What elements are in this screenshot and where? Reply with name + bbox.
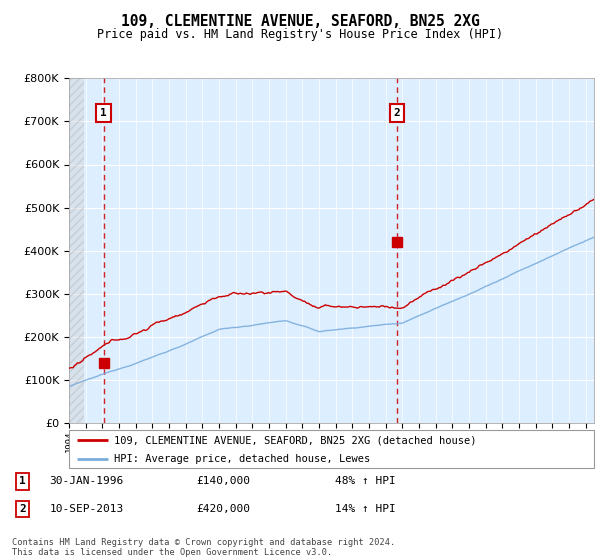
Text: 48% ↑ HPI: 48% ↑ HPI (335, 476, 395, 486)
Text: 14% ↑ HPI: 14% ↑ HPI (335, 504, 395, 514)
FancyBboxPatch shape (69, 430, 594, 468)
Text: 1: 1 (19, 476, 26, 486)
Text: Contains HM Land Registry data © Crown copyright and database right 2024.
This d: Contains HM Land Registry data © Crown c… (12, 538, 395, 557)
Text: 10-SEP-2013: 10-SEP-2013 (49, 504, 124, 514)
Text: 109, CLEMENTINE AVENUE, SEAFORD, BN25 2XG (detached house): 109, CLEMENTINE AVENUE, SEAFORD, BN25 2X… (113, 435, 476, 445)
Text: 30-JAN-1996: 30-JAN-1996 (49, 476, 124, 486)
Text: 109, CLEMENTINE AVENUE, SEAFORD, BN25 2XG: 109, CLEMENTINE AVENUE, SEAFORD, BN25 2X… (121, 14, 479, 29)
Text: 2: 2 (394, 108, 401, 118)
Text: 1: 1 (100, 108, 107, 118)
Text: Price paid vs. HM Land Registry's House Price Index (HPI): Price paid vs. HM Land Registry's House … (97, 28, 503, 41)
Text: HPI: Average price, detached house, Lewes: HPI: Average price, detached house, Lewe… (113, 454, 370, 464)
Text: £140,000: £140,000 (196, 476, 250, 486)
Text: £420,000: £420,000 (196, 504, 250, 514)
Text: 2: 2 (19, 504, 26, 514)
Bar (69, 78, 85, 423)
